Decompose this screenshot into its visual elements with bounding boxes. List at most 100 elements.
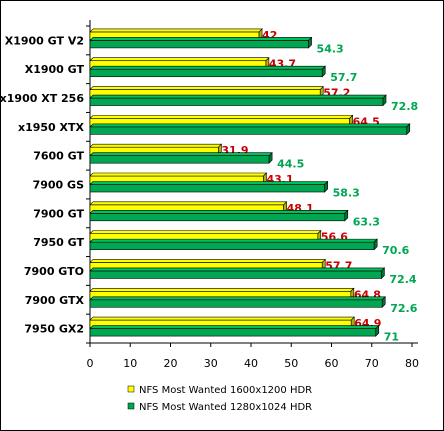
bar-series-2-side <box>375 324 380 337</box>
bar-series-1 <box>89 114 354 127</box>
bar-series-1-top <box>89 172 268 177</box>
bar-series-2-top <box>89 152 273 156</box>
category-label: 7900 GT <box>33 207 84 220</box>
bar-series-2 <box>89 151 273 164</box>
bar-series-1-top <box>89 201 288 206</box>
bar-series-2 <box>89 123 411 136</box>
x-tick-label: 50 <box>284 357 298 370</box>
legend-label: NFS Most Wanted 1600x1200 HDR <box>139 385 312 396</box>
bar-series-1-top <box>89 287 355 292</box>
bar-series-1-side <box>321 258 326 271</box>
data-label: 71 <box>384 331 399 344</box>
bar-series-2-front <box>89 241 375 250</box>
bar-series-2-side <box>373 238 378 251</box>
category-label: x1950 XTX <box>18 121 85 134</box>
data-label: 54.3 <box>317 42 344 55</box>
x-tick-label: 10 <box>123 357 137 370</box>
bar-series-1-side <box>218 143 222 156</box>
bar-series-1-side <box>263 172 267 185</box>
data-label: 72.8 <box>391 100 418 113</box>
bar-series-2-top <box>89 267 386 272</box>
legend-label: NFS Most Wanted 1280x1024 HDR <box>139 402 312 413</box>
x-tick-label: 60 <box>325 357 339 370</box>
bar-series-2-top <box>89 238 378 243</box>
bar-series-2 <box>89 267 386 280</box>
bar-series-1-side <box>350 287 355 300</box>
bar-series-2-front <box>89 213 346 222</box>
category-label: 7950 GX2 <box>24 323 84 336</box>
bar-series-1 <box>89 85 324 98</box>
data-label: 72.6 <box>390 302 417 315</box>
legend-swatch <box>127 385 135 393</box>
category-label: 7900 GTO <box>24 265 84 278</box>
bar-series-1-top <box>89 57 270 62</box>
category-label: X1900 GT V2 <box>5 34 84 47</box>
category-label: 7950 GT <box>33 236 84 249</box>
x-tick-label: 40 <box>244 357 258 370</box>
category-label: X1900 GT <box>25 63 85 76</box>
bar-series-1 <box>89 28 263 41</box>
data-label: 58.3 <box>333 187 360 200</box>
bar-series-1-side <box>258 28 263 41</box>
data-label: 44.5 <box>277 158 304 171</box>
bar-series-2-front <box>89 155 270 164</box>
bar-series-2-top <box>89 123 411 128</box>
bar-series-2 <box>89 324 380 337</box>
bar-series-2-side <box>308 36 312 49</box>
bar-series-2-top <box>89 94 387 99</box>
category-label: 7600 GT <box>33 150 84 163</box>
bar-series-1-top <box>89 86 324 90</box>
bar-series-1-side <box>350 316 355 329</box>
bar-series-1-side <box>283 201 287 214</box>
data-label: 70.6 <box>382 244 409 257</box>
bar-series-2-top <box>89 181 329 185</box>
data-label: 57.7 <box>330 71 357 84</box>
bar-series-2-side <box>381 296 386 308</box>
bar-series-1-top <box>89 230 322 234</box>
category-label: x1900 XT 256 <box>0 92 84 105</box>
bar-series-1-top <box>89 115 354 119</box>
bar-series-2 <box>89 180 329 193</box>
bar-series-2-side <box>344 209 349 222</box>
data-label: 72.4 <box>389 273 416 286</box>
bar-series-1-top <box>89 316 355 321</box>
x-tick-label: 20 <box>164 357 178 370</box>
category-label: 7900 GS <box>33 179 84 192</box>
bar-series-1-top <box>89 259 326 263</box>
bar-series-2-top <box>89 296 386 301</box>
legend-swatch <box>127 402 135 410</box>
bar-series-2-top <box>89 325 380 329</box>
bar-series-2-top <box>89 210 349 214</box>
bar-series-2-top <box>89 65 326 70</box>
bar-series-1-side <box>319 85 324 98</box>
bar-series-2 <box>89 94 387 107</box>
x-tick-label: 30 <box>204 357 218 370</box>
x-tick-label: 0 <box>87 357 94 370</box>
legend: NFS Most Wanted 1600x1200 HDR NFS Most Wa… <box>127 385 312 413</box>
bar-series-2-top <box>89 37 313 41</box>
bar-series-2-front <box>89 97 384 106</box>
bar-series-2-front <box>89 40 309 49</box>
bar-series-1-side <box>317 229 322 242</box>
category-label: 7900 GTX <box>25 294 85 307</box>
bar-series-2-side <box>406 123 411 136</box>
bar-series-2-front <box>89 299 383 308</box>
x-tick-label: 70 <box>365 357 379 370</box>
bar-series-1-side <box>349 114 353 127</box>
data-label: 63.3 <box>353 215 380 228</box>
bar-series-2-side <box>324 180 328 193</box>
bar-series-2-side <box>382 94 387 107</box>
bar-series-2-side <box>321 65 326 78</box>
bar-series-2 <box>89 296 386 308</box>
x-tick-label: 80 <box>405 357 419 370</box>
bar-series-2-front <box>89 126 408 135</box>
bar-series-1-top <box>89 143 223 148</box>
bar-series-2-side <box>381 267 385 280</box>
bar-series-1-side <box>265 57 270 69</box>
bar-series-2-front <box>89 184 325 193</box>
bar-series-2 <box>89 209 349 222</box>
bar-series-2 <box>89 36 313 49</box>
